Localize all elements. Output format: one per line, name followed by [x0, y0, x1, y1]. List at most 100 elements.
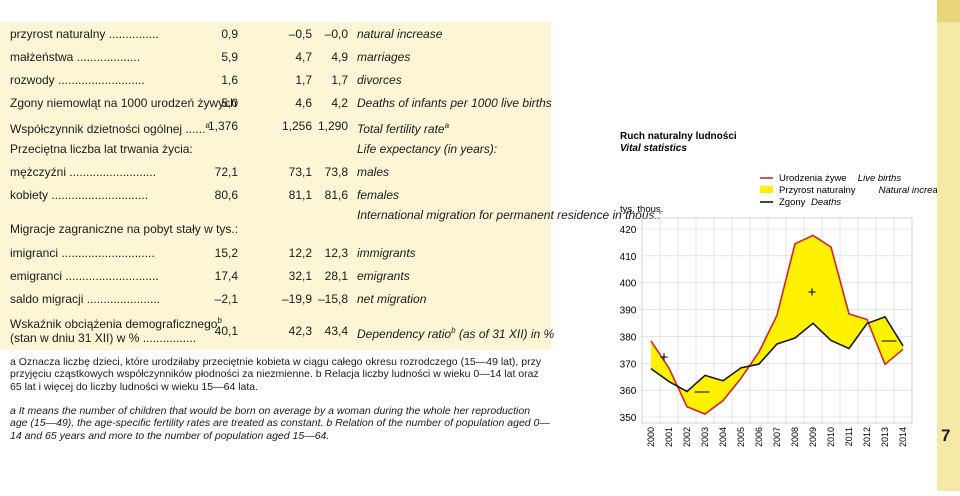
row-value-v2: 42,3 [288, 324, 312, 338]
row-english-label: Deaths of infants per 1000 live births [357, 93, 552, 113]
row-english-label: Total fertility ratea [357, 116, 449, 139]
row-label-text: saldo migracji ...................... [10, 292, 161, 306]
row-english-label: natural increase [357, 24, 442, 44]
row-value-v3: 28,1 [324, 269, 348, 283]
legend-label-pl: Urodzenia żywe [779, 173, 847, 184]
row-english-text: Dependency ratio [357, 327, 452, 341]
row-english-label: Dependency ratiob (as of 31 XII) in % [357, 321, 554, 344]
edge-tab-shade [937, 0, 960, 22]
footnote-marker: a [444, 121, 450, 130]
row-value-v3: 43,4 [324, 324, 348, 338]
annotation-sign: — [695, 383, 710, 400]
vital-statistics-table [0, 22, 551, 350]
row-label-text: Współczynnik dzietności ogólnej ...... [10, 122, 206, 136]
legend-label-en: Deaths [811, 197, 841, 208]
annotation-sign: + [660, 349, 669, 366]
y-tick-label: 400 [620, 279, 637, 290]
page-edge-tab [937, 0, 960, 491]
row-english-label: females [357, 185, 399, 205]
y-tick-label: 420 [620, 225, 637, 236]
row-english-label: divorces [357, 70, 402, 90]
table-row: Wskaźnik obciążenia demograficznegob (sta… [0, 316, 554, 345]
row-label: Wskaźnik obciążenia demograficznegob (sta… [10, 314, 222, 345]
x-tick-label: 2007 [772, 427, 782, 447]
plot-area: 420 410 400 390 380 370 360 350 2000 2001 2002 2003… [620, 217, 913, 447]
footnote-marker: a [205, 121, 210, 130]
row-label-text: Zgony niemowląt na 1000 urodzeń żywych [10, 96, 237, 110]
vital-statistics-chart: Ruch naturalny ludności Vital statistics… [612, 0, 948, 491]
x-tick-label: 2006 [754, 427, 764, 447]
row-value-v3: 1,290 [317, 119, 348, 133]
row-value-v3: 12,3 [324, 246, 348, 260]
x-tick-label: 2013 [880, 427, 890, 447]
y-tick-label: 410 [620, 252, 637, 263]
row-value-v2: 73,1 [288, 165, 312, 179]
row-value-v2: 12,2 [288, 246, 312, 260]
footnotes-english: a It means the number of children that w… [10, 405, 550, 442]
y-axis-label: tys. thous. [620, 204, 663, 215]
row-label-text: Migracje zagraniczne na pobyt stały w ty… [10, 222, 239, 236]
annotation-sign: + [808, 284, 817, 301]
row-label: Współczynnik dzietności ogólnej ......a [10, 116, 210, 139]
row-value-v1: 5,0 [221, 96, 238, 110]
x-tick-label: 2008 [790, 427, 800, 447]
row-value-v1: 15,2 [214, 246, 238, 260]
legend-label-pl: Zgony [779, 197, 806, 208]
annotation-sign: — [882, 332, 897, 349]
natural-increase-area [651, 235, 903, 415]
row-english-text: Life expectancy (in years): [357, 142, 498, 156]
row-value-v3: 73,8 [324, 165, 348, 179]
table-row: saldo migracji ...................... –2,… [0, 289, 551, 309]
row-value-v3: 4,2 [331, 96, 348, 110]
legend-swatch [760, 186, 773, 193]
row-english-label: net migration [357, 289, 426, 309]
row-value-v3: 81,6 [324, 188, 348, 202]
row-label: Zgony niemowląt na 1000 urodzeń żywych [10, 93, 237, 113]
row-english-text: emigrants [357, 269, 410, 283]
footnotes-polish: a Oznacza liczbę dzieci, które urodziłab… [10, 356, 542, 393]
table-row: mężczyźni .......................... 72,1… [0, 162, 551, 182]
row-label-text: przyrost naturalny ............... [10, 27, 159, 41]
row-label-text: imigranci ............................ [10, 246, 155, 260]
row-english-text: males [357, 165, 390, 179]
page-number: 7 [941, 426, 951, 445]
x-tick-label: 2004 [718, 427, 728, 447]
table-row: Zgony niemowląt na 1000 urodzeń żywych 5,… [0, 93, 552, 113]
row-value-v3: –0,0 [324, 27, 348, 41]
x-tick-label: 2000 [646, 427, 656, 447]
row-english-label: males [357, 162, 389, 182]
row-value-v2: 1,7 [295, 73, 312, 87]
row-english-text: Deaths of infants per 1000 live births [357, 96, 552, 110]
row-value-v3: –15,8 [317, 292, 348, 306]
table-row: małżeństwa ................... 5,9 4,7 4,9 m… [0, 47, 551, 67]
footnote-marker: b [217, 316, 222, 325]
row-label: saldo migracji ...................... [10, 289, 160, 309]
row-label-text: mężczyźni .......................... [10, 165, 157, 179]
row-english-text: marriages [357, 50, 411, 64]
x-tick-label: 2002 [682, 427, 692, 447]
table-row: rozwody .......................... 1,6 1,7… [0, 70, 551, 90]
x-tick-label: 2010 [826, 427, 836, 447]
row-value-v1: 1,376 [207, 119, 238, 133]
x-tick-label: 2005 [736, 427, 746, 447]
row-value-v1: 1,6 [221, 73, 238, 87]
row-label: Migracje zagraniczne na pobyt stały w ty… [10, 219, 238, 239]
row-english-text: Total fertility rate [357, 122, 445, 136]
row-value-v2: 4,7 [295, 50, 312, 64]
row-label-text: Przeciętna liczba lat trwania życia: [10, 142, 193, 156]
row-english-label: Life expectancy (in years): [357, 139, 497, 159]
row-value-v2: –19,9 [281, 292, 312, 306]
chart-title: Ruch naturalny ludności [620, 131, 737, 142]
row-value-v2: 1,256 [281, 119, 312, 133]
row-english-text: females [357, 188, 400, 202]
row-english-label: marriages [357, 47, 410, 67]
row-value-v2: –0,5 [288, 27, 312, 41]
y-tick-label: 370 [620, 359, 637, 370]
row-label: rozwody .......................... [10, 70, 145, 90]
row-english-tail: (as of 31 XII) in % [455, 327, 555, 341]
row-english-text: immigrants [357, 246, 416, 260]
row-label-text: małżeństwa ................... [10, 50, 141, 64]
row-label: Przeciętna liczba lat trwania życia: [10, 139, 193, 159]
table-row: imigranci ............................ 15… [0, 243, 551, 263]
row-value-v2: 32,1 [288, 269, 312, 283]
